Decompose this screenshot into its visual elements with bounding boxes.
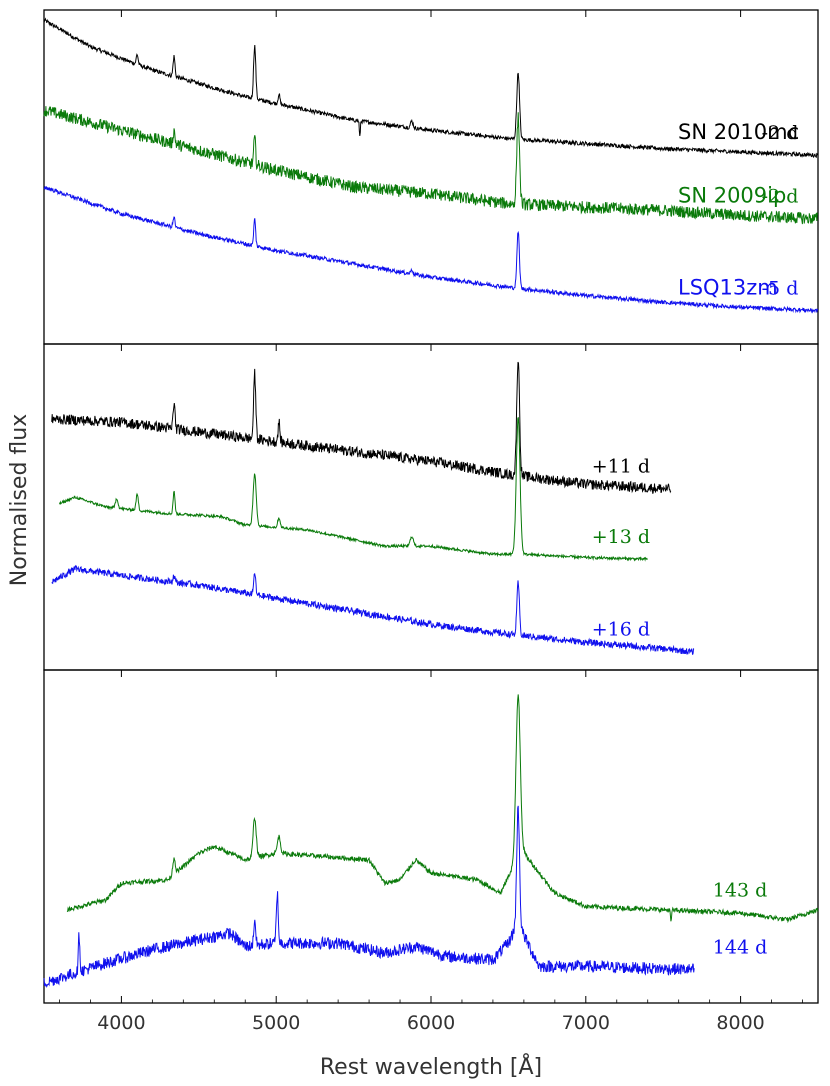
sn-name-label: SN 2009ip xyxy=(678,183,786,207)
spectrum-lsq13zm-panel-3 xyxy=(43,805,695,988)
spectrum-sn-2010mc-panel-1 xyxy=(43,17,819,159)
epoch-label: 144 d xyxy=(713,937,767,959)
x-axis-label: Rest wavelength [Å] xyxy=(320,1053,542,1080)
spectrum-lsq13zm-panel-2 xyxy=(51,564,695,655)
epoch-label: -2 d xyxy=(762,185,799,207)
epoch-label: -5 d xyxy=(762,277,799,299)
x-tick-label: 4000 xyxy=(97,1012,145,1034)
spectrum-sn-2010mc-panel-2 xyxy=(51,361,672,494)
x-tick-label: 8000 xyxy=(716,1012,764,1034)
spectrum-sn-2009ip-panel-3 xyxy=(66,694,819,924)
spectrum-sn-2009ip-panel-1 xyxy=(43,106,819,225)
x-tick-label: 5000 xyxy=(252,1012,300,1034)
epoch-label: +13 d xyxy=(592,526,650,548)
epoch-label: +11 d xyxy=(592,456,650,478)
panel-2: +11 d +13 d +16 d xyxy=(43,343,819,671)
sn-name-label: LSQ13zm xyxy=(678,275,778,299)
x-tick-label: 6000 xyxy=(407,1012,455,1034)
spectrum-sn-2009ip-panel-2 xyxy=(59,417,648,562)
x-tick-label: 7000 xyxy=(562,1012,610,1034)
panels-group: -2 dSN 2010mc-2 dSN 2009ip-5 dLSQ13zm+11… xyxy=(43,9,819,1004)
x-axis: 4000 5000 6000 7000 8000 xyxy=(59,10,803,1034)
epoch-label: +16 d xyxy=(592,618,650,640)
panel-3: 143 d 144 d xyxy=(43,669,819,1004)
y-axis-label: Normalised flux xyxy=(7,414,32,587)
sn-name-label: SN 2010mc xyxy=(678,120,799,144)
epoch-label: 143 d xyxy=(713,879,767,901)
epoch-label: -2 d xyxy=(762,122,799,144)
spectrum-lsq13zm-panel-1 xyxy=(43,185,819,314)
